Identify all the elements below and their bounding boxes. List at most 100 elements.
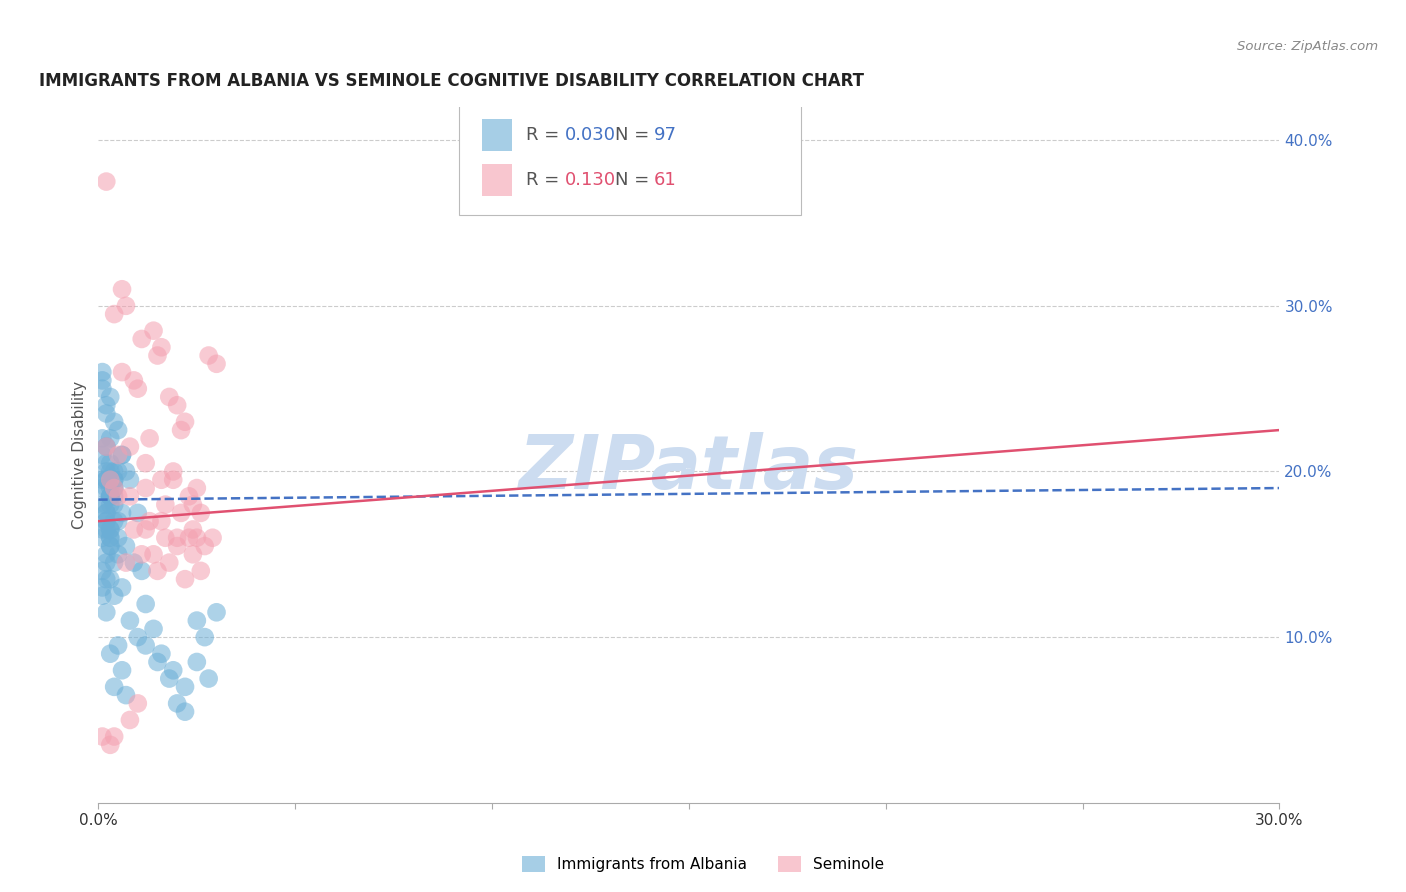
Point <box>135 523 157 537</box>
Point <box>166 539 188 553</box>
Point <box>98 572 121 586</box>
Point <box>118 489 141 503</box>
Point <box>194 630 217 644</box>
Point <box>107 448 129 462</box>
Point <box>111 663 134 677</box>
Point <box>122 373 145 387</box>
Point <box>186 531 208 545</box>
Point <box>103 481 125 495</box>
Point <box>174 572 197 586</box>
Text: IMMIGRANTS FROM ALBANIA VS SEMINOLE COGNITIVE DISABILITY CORRELATION CHART: IMMIGRANTS FROM ALBANIA VS SEMINOLE COGN… <box>39 72 865 90</box>
Point <box>107 423 129 437</box>
Point <box>107 489 129 503</box>
Point <box>111 581 134 595</box>
Point <box>127 382 149 396</box>
Point <box>186 614 208 628</box>
Point <box>174 705 197 719</box>
Point <box>91 448 114 462</box>
Point <box>118 473 141 487</box>
Legend: Immigrants from Albania, Seminole: Immigrants from Albania, Seminole <box>515 848 891 880</box>
Point <box>166 697 188 711</box>
Point <box>127 506 149 520</box>
Point <box>96 398 118 412</box>
Point <box>91 473 114 487</box>
Text: 0.030: 0.030 <box>565 126 616 144</box>
Point <box>98 531 121 545</box>
Point <box>91 481 114 495</box>
Text: Source: ZipAtlas.com: Source: ZipAtlas.com <box>1237 40 1378 54</box>
Point <box>103 481 125 495</box>
Point <box>118 440 141 454</box>
Point <box>115 688 138 702</box>
Point <box>135 456 157 470</box>
Point <box>98 489 121 503</box>
Point <box>103 498 125 512</box>
Point <box>157 390 180 404</box>
Point <box>150 340 173 354</box>
Point <box>138 514 160 528</box>
Point <box>91 373 114 387</box>
Point <box>103 473 125 487</box>
Point <box>91 365 114 379</box>
Point <box>122 556 145 570</box>
Point <box>91 498 114 512</box>
Point <box>201 531 224 545</box>
Point <box>111 282 134 296</box>
Point <box>142 622 165 636</box>
Text: 61: 61 <box>654 171 676 189</box>
Point <box>98 647 121 661</box>
Point <box>98 456 121 470</box>
Point <box>170 423 193 437</box>
Point <box>91 431 114 445</box>
Text: R =: R = <box>526 171 565 189</box>
Point <box>96 547 118 561</box>
Point <box>98 390 121 404</box>
Point <box>155 531 177 545</box>
Point <box>135 481 157 495</box>
Text: 0.130: 0.130 <box>565 171 616 189</box>
Point <box>157 672 180 686</box>
Point <box>111 506 134 520</box>
Point <box>96 506 118 520</box>
Point <box>138 431 160 445</box>
Point <box>118 713 141 727</box>
Point <box>96 465 118 479</box>
Point <box>96 481 118 495</box>
Point <box>98 498 121 512</box>
Point <box>118 614 141 628</box>
Point <box>107 465 129 479</box>
Point <box>96 440 118 454</box>
Point <box>103 481 125 495</box>
Point <box>166 531 188 545</box>
Text: R =: R = <box>526 126 565 144</box>
Point <box>98 539 121 553</box>
Point <box>98 738 121 752</box>
FancyBboxPatch shape <box>482 120 512 151</box>
Point <box>190 564 212 578</box>
Point <box>103 680 125 694</box>
Point <box>186 655 208 669</box>
Point <box>177 489 200 503</box>
Point <box>96 605 118 619</box>
Point <box>107 547 129 561</box>
Point <box>91 382 114 396</box>
Point <box>96 473 118 487</box>
Point <box>142 547 165 561</box>
Point <box>96 572 118 586</box>
Point <box>103 514 125 528</box>
Point <box>162 663 184 677</box>
Point <box>162 473 184 487</box>
Point <box>174 415 197 429</box>
Point <box>96 456 118 470</box>
Point <box>157 556 180 570</box>
Point <box>103 730 125 744</box>
Point <box>166 398 188 412</box>
Point <box>122 523 145 537</box>
Point <box>96 514 118 528</box>
Text: N =: N = <box>614 126 655 144</box>
Point <box>162 465 184 479</box>
Point <box>91 564 114 578</box>
Point <box>150 647 173 661</box>
Point <box>146 564 169 578</box>
Point <box>174 680 197 694</box>
